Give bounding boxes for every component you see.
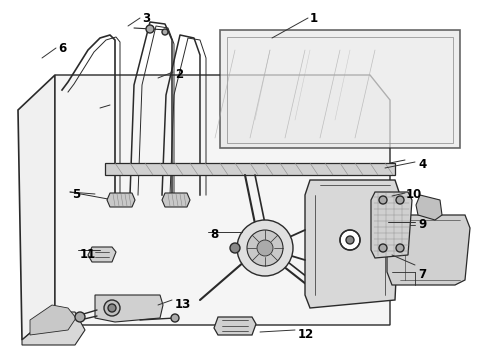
Circle shape	[171, 314, 179, 322]
Circle shape	[379, 244, 387, 252]
Text: 8: 8	[210, 228, 218, 241]
Polygon shape	[416, 195, 442, 220]
Polygon shape	[95, 295, 163, 322]
Polygon shape	[214, 317, 256, 335]
Polygon shape	[30, 305, 76, 335]
Polygon shape	[22, 312, 85, 345]
Polygon shape	[18, 75, 55, 340]
Text: 5: 5	[72, 188, 80, 201]
Circle shape	[162, 29, 168, 35]
Polygon shape	[305, 180, 400, 308]
Text: 9: 9	[418, 218, 426, 231]
Circle shape	[346, 236, 354, 244]
Polygon shape	[105, 163, 395, 175]
Polygon shape	[162, 193, 190, 207]
Circle shape	[379, 196, 387, 204]
Polygon shape	[220, 30, 460, 148]
Circle shape	[230, 243, 240, 253]
Polygon shape	[371, 192, 412, 258]
Circle shape	[104, 300, 120, 316]
Text: 4: 4	[418, 158, 426, 171]
Circle shape	[257, 240, 273, 256]
Polygon shape	[55, 75, 390, 325]
Circle shape	[108, 304, 116, 312]
Circle shape	[237, 220, 293, 276]
Text: 10: 10	[406, 188, 422, 201]
Text: 13: 13	[175, 298, 191, 311]
Polygon shape	[88, 247, 116, 262]
Text: 3: 3	[142, 12, 150, 25]
Circle shape	[75, 312, 85, 322]
Text: 12: 12	[298, 328, 314, 341]
Circle shape	[396, 196, 404, 204]
Circle shape	[247, 230, 283, 266]
Circle shape	[340, 230, 360, 250]
Circle shape	[396, 244, 404, 252]
Circle shape	[146, 25, 154, 33]
Text: 2: 2	[175, 68, 183, 81]
Text: 6: 6	[58, 42, 66, 55]
Text: 11: 11	[80, 248, 96, 261]
Polygon shape	[387, 215, 470, 285]
Text: 1: 1	[310, 12, 318, 25]
Polygon shape	[107, 193, 135, 207]
Text: 7: 7	[418, 268, 426, 281]
